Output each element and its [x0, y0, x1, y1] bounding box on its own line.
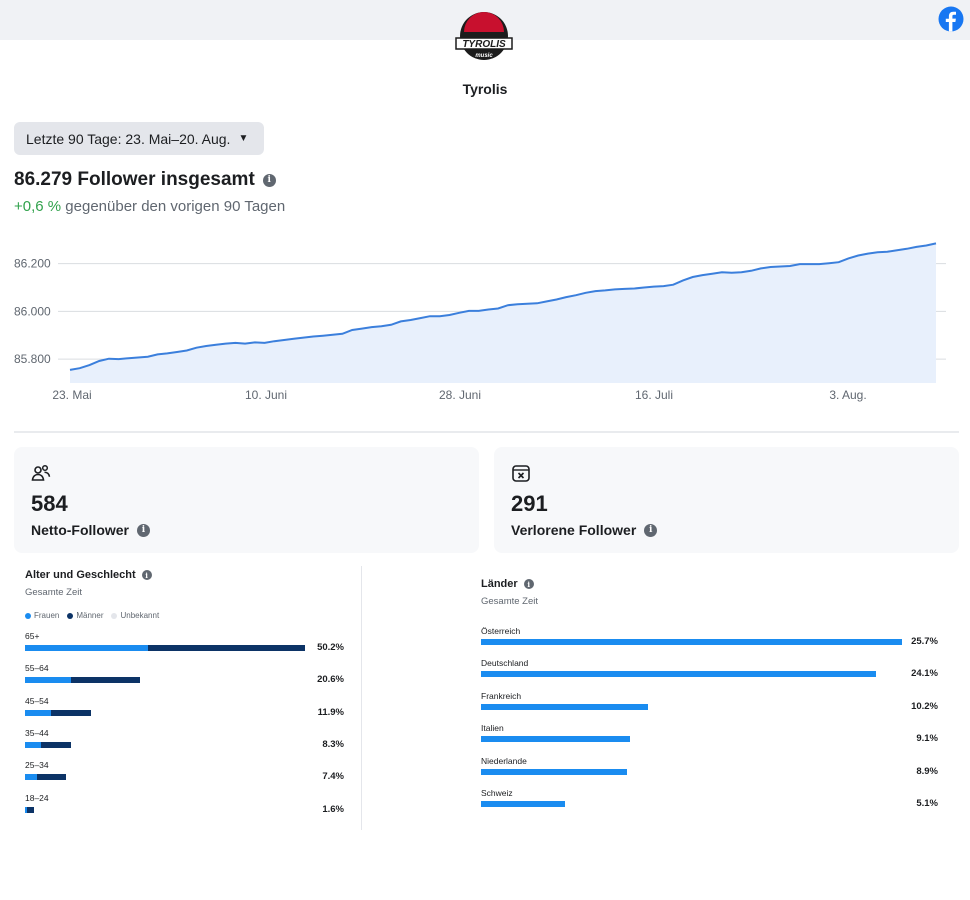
legend-swatch	[111, 612, 118, 619]
country-value: 5.1%	[916, 798, 938, 809]
bar-frauen	[25, 709, 51, 716]
age-group-value: 50.2%	[317, 642, 344, 653]
net-followers-value: 584	[31, 491, 68, 516]
legend-swatch	[67, 612, 74, 619]
age-gender-subtitle: Gesamte Zeit	[25, 587, 83, 598]
y-tick-label: 86.000	[14, 304, 51, 318]
legend-item-maenner: Männer	[67, 611, 103, 620]
age-group-value: 1.6%	[322, 803, 344, 815]
svg-text:TYROLIS: TYROLIS	[462, 39, 506, 50]
country-bar	[481, 671, 876, 678]
countries-title: Länder i	[481, 578, 534, 590]
net-followers-label: Netto-Follower	[31, 522, 129, 538]
follower-area	[70, 243, 936, 383]
age-group-value: 7.4%	[322, 771, 344, 783]
legend-item-unbekannt: Unbekannt	[111, 611, 159, 620]
country-bar	[481, 639, 902, 645]
country-value: 9.1%	[916, 733, 938, 745]
country-label: Italien	[481, 723, 504, 734]
total-followers-label: 86.279 Follower insgesamt	[14, 169, 255, 190]
bar-maenner	[26, 806, 34, 813]
bar-maenner	[147, 645, 305, 651]
net-followers-card: 584 Netto-Follower i	[14, 447, 479, 553]
bar-frauen	[25, 645, 148, 651]
x-tick-label: 10. Juni	[245, 388, 287, 402]
legend-swatch	[25, 612, 31, 619]
lost-followers-label: Verlorene Follower	[511, 522, 637, 538]
countries-title-text: Länder	[481, 578, 518, 590]
country-label: Niederlande	[481, 755, 527, 766]
age-group-label: 65+	[25, 631, 40, 641]
divider	[14, 431, 959, 433]
y-tick-label: 86.200	[14, 257, 51, 271]
age-group-label: 25–34	[25, 760, 49, 771]
country-bar	[481, 768, 627, 775]
x-tick-label: 16. Juli	[635, 388, 673, 402]
date-range-dropdown[interactable]: Letzte 90 Tage: 23. Mai–20. Aug. ▼	[14, 122, 264, 155]
people-icon	[31, 464, 51, 481]
caret-down-icon: ▼	[238, 133, 249, 144]
y-tick-label: 85.800	[14, 352, 51, 366]
net-followers-label-row: Netto-Follower i	[31, 522, 150, 538]
tyrolis-logo: TYROLIS music	[455, 12, 513, 60]
country-label: Schweiz	[481, 788, 513, 798]
country-value: 10.2%	[911, 700, 938, 712]
age-group-label: 35–44	[25, 727, 49, 738]
age-gender-title: Alter und Geschlecht i	[25, 569, 152, 581]
section-divider	[361, 566, 362, 830]
bar-frauen	[25, 677, 72, 684]
x-tick-label: 28. Juni	[439, 388, 481, 402]
bar-maenner	[37, 774, 67, 781]
follower-line-chart: 85.800 86.000 86.200 23. Mai 10. Juni 28. Ju…	[14, 242, 946, 402]
lost-followers-label-row: Verlorene Follower i	[511, 522, 658, 538]
info-icon[interactable]: i	[523, 579, 534, 589]
age-group-value: 8.3%	[322, 738, 344, 750]
info-icon[interactable]: i	[644, 523, 658, 537]
unfollow-icon	[512, 465, 530, 482]
page-name: Tyrolis	[462, 81, 508, 97]
follower-line	[69, 242, 937, 371]
age-group-label: 45–54	[25, 695, 49, 706]
info-icon[interactable]: i	[137, 523, 150, 537]
country-value: 8.9%	[916, 765, 938, 777]
change-value: +0,6 %	[14, 198, 62, 215]
lost-followers-card: 291 Verlorene Follower i	[494, 447, 959, 553]
country-label: Deutschland	[481, 658, 529, 669]
age-gender-title-text: Alter und Geschlecht	[25, 569, 136, 581]
legend-item-frauen: Frauen	[25, 611, 59, 620]
bar-maenner	[50, 709, 92, 716]
change-text: gegenüber den vorigen 90 Tagen	[65, 198, 286, 215]
bar-frauen	[25, 774, 38, 781]
age-group-value: 11.9%	[317, 706, 344, 718]
country-label: Österreich	[481, 626, 521, 636]
country-bar	[481, 801, 565, 807]
follower-change: +0,6 % gegenüber den vorigen 90 Tagen	[14, 198, 285, 215]
bar-frauen	[25, 741, 41, 748]
age-group-label: 18–24	[25, 792, 49, 803]
country-value: 24.1%	[911, 668, 938, 680]
countries-subtitle: Gesamte Zeit	[481, 596, 539, 607]
country-bar	[481, 703, 649, 710]
info-icon[interactable]: i	[262, 173, 276, 187]
age-group-value: 20.6%	[317, 674, 344, 686]
info-icon[interactable]: i	[141, 570, 152, 580]
x-tick-label: 23. Mai	[52, 388, 91, 402]
bar-frauen	[25, 806, 27, 813]
svg-text:music: music	[475, 53, 493, 59]
total-followers: 86.279 Follower insgesamt i	[14, 169, 276, 191]
country-label: Frankreich	[481, 690, 522, 701]
bar-maenner	[40, 741, 72, 748]
country-value: 25.7%	[911, 636, 938, 647]
age-group-label: 55–64	[25, 663, 49, 674]
x-tick-label: 3. Aug.	[829, 388, 866, 402]
date-range-label: Letzte 90 Tage: 23. Mai–20. Aug.	[26, 130, 231, 147]
age-gender-legend: Frauen Männer Unbekannt	[25, 611, 167, 620]
facebook-icon[interactable]	[938, 6, 964, 32]
country-bar	[481, 736, 631, 743]
bar-maenner	[71, 677, 140, 684]
lost-followers-value: 291	[511, 491, 548, 516]
